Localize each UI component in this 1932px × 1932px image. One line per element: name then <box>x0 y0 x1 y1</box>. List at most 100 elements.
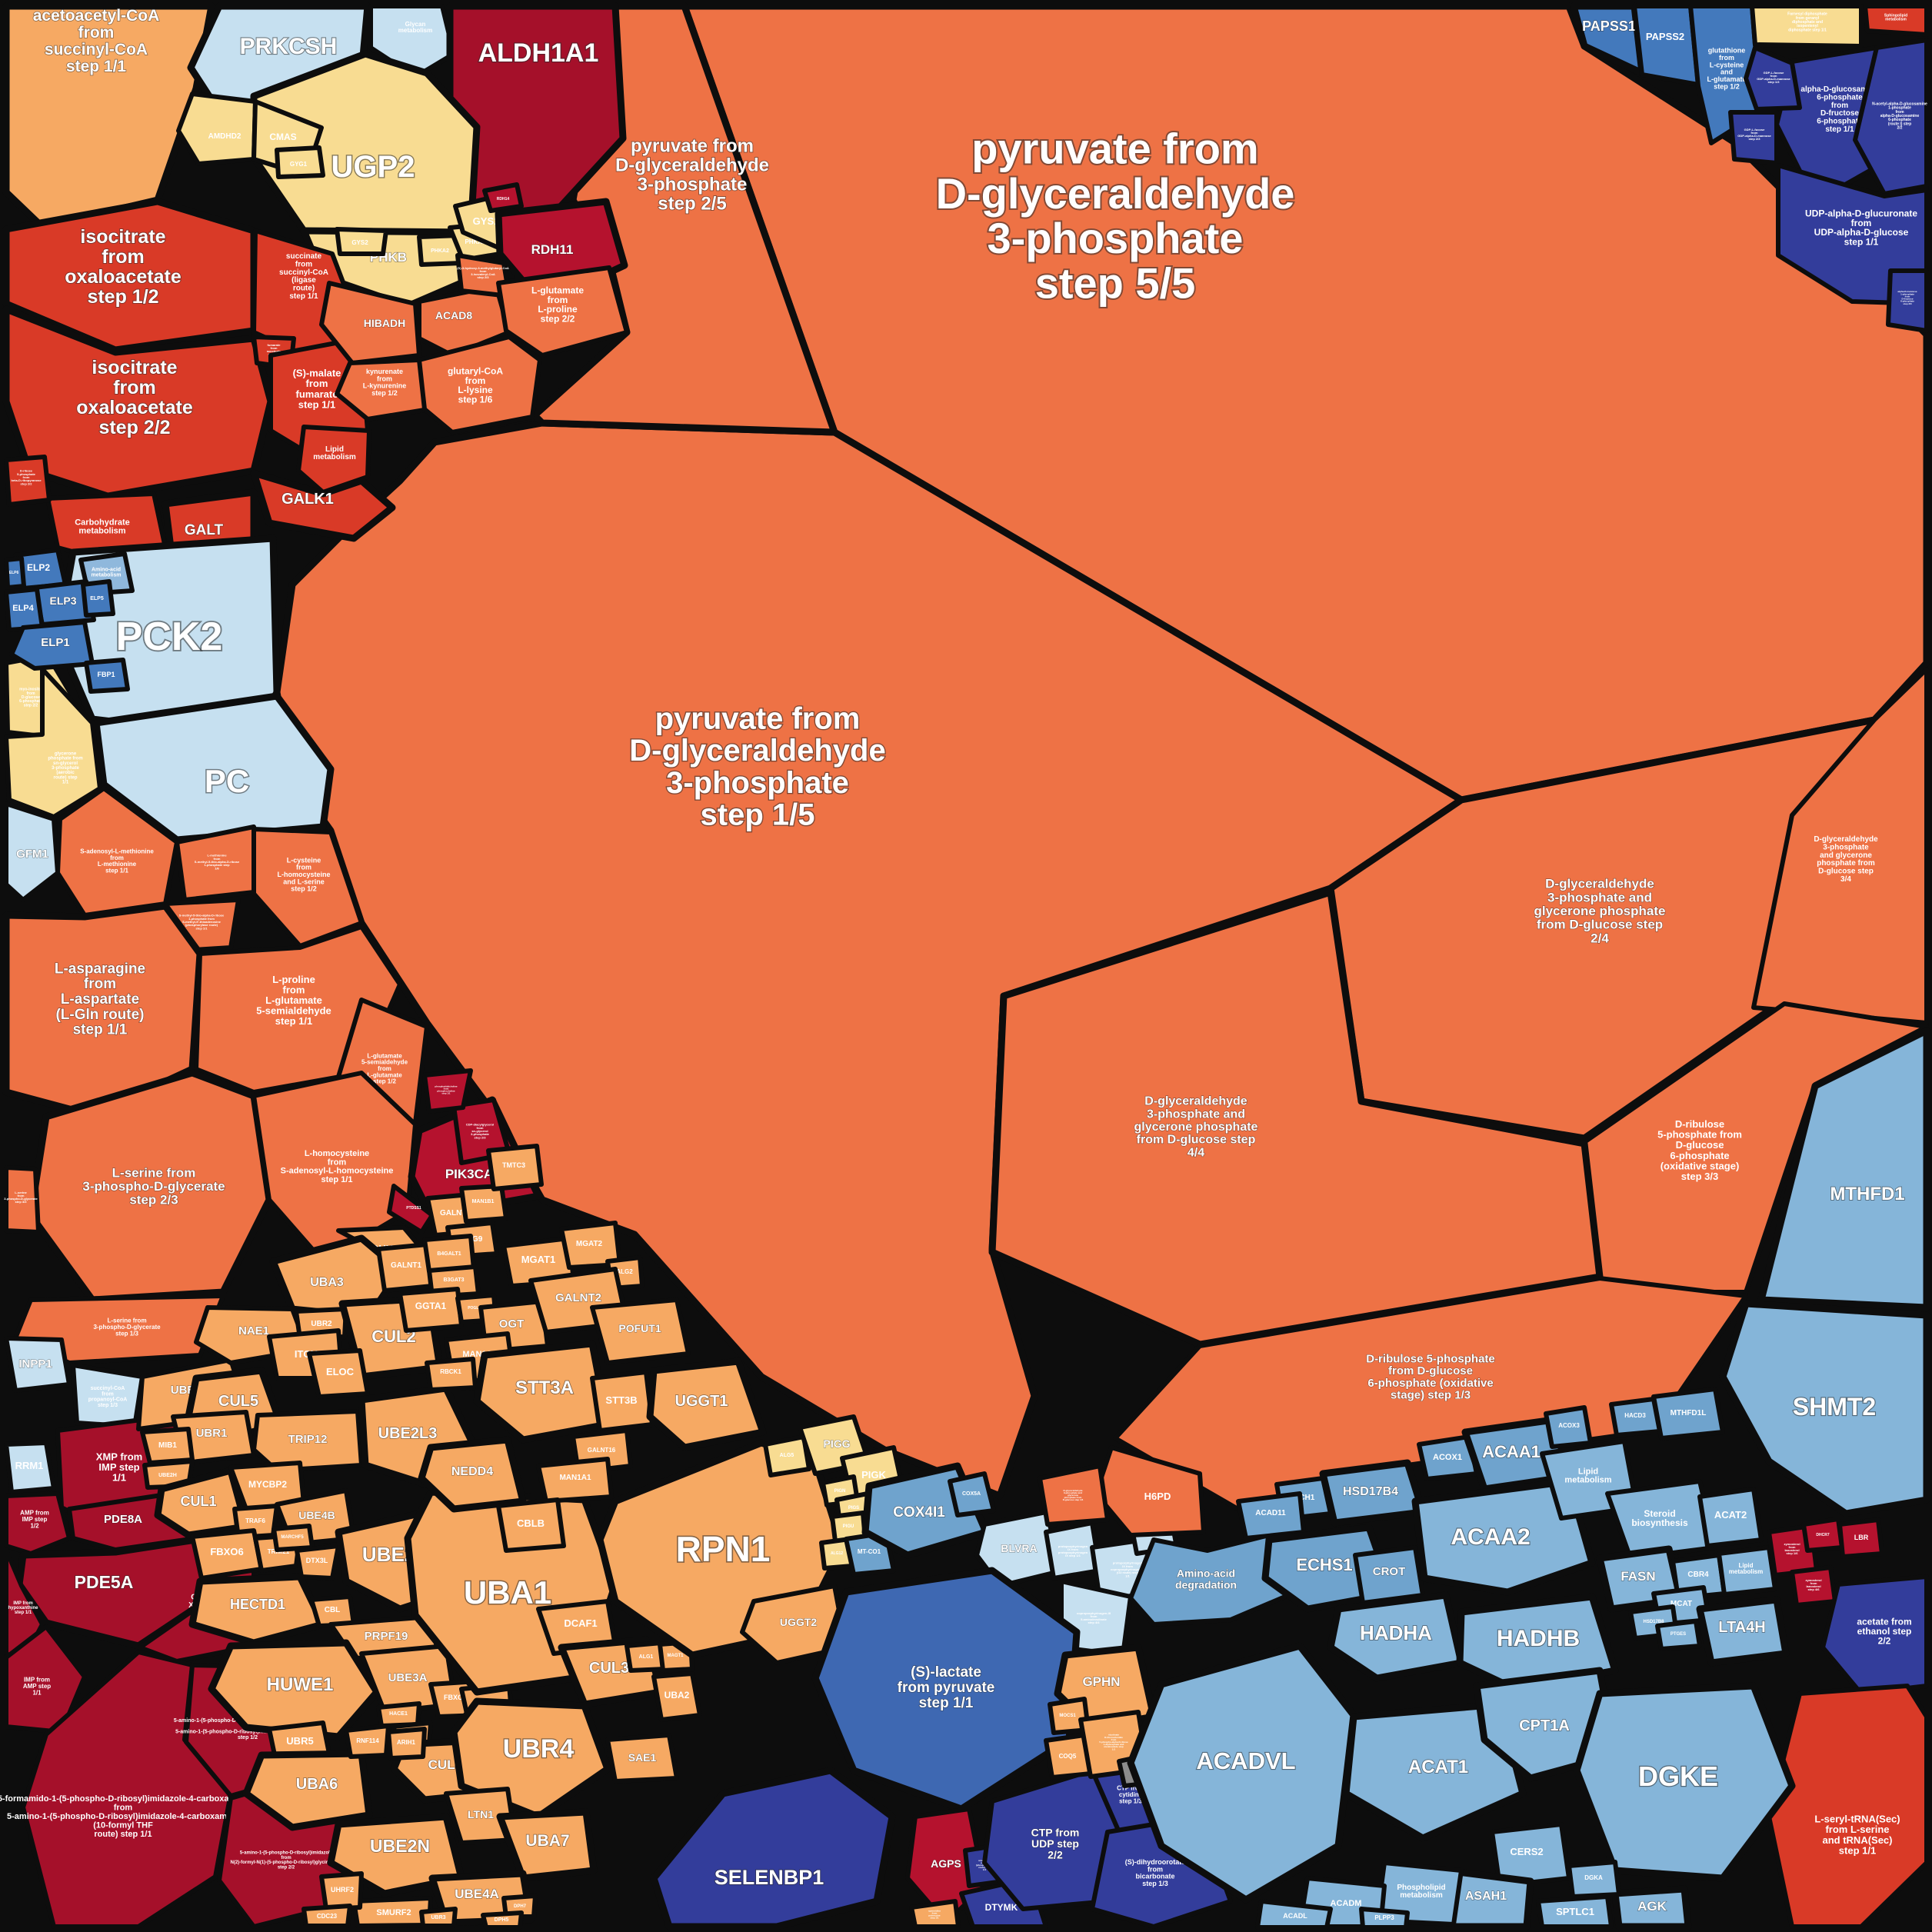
cell-shmt2[interactable] <box>1719 1300 1930 1517</box>
cell-l-serine-from-3-phospho-d-glycerate-step[interactable] <box>4 1165 41 1234</box>
label-gphn: GPHN <box>1082 1674 1120 1689</box>
cell-uba7[interactable] <box>496 1808 598 1882</box>
cell-l-seryl-trna-sec-from-l-serine-and-trna-[interactable] <box>1767 1684 1929 1929</box>
cell-man1a1[interactable] <box>536 1457 614 1504</box>
label-galnt2: GALNT2 <box>555 1291 601 1304</box>
cell-pofut1[interactable] <box>590 1297 691 1365</box>
cell-dgka[interactable] <box>1567 1860 1621 1899</box>
cell-acat2[interactable] <box>1697 1487 1764 1548</box>
cell-elp5[interactable] <box>81 579 115 618</box>
cell-sae1[interactable] <box>605 1733 679 1784</box>
cell-man1b1[interactable] <box>459 1184 508 1224</box>
cell-steroid-biosynthesis[interactable] <box>1605 1479 1717 1561</box>
cell-blvra[interactable] <box>974 1510 1065 1588</box>
cell-l-glutamate-from-l-proline-step-2-2[interactable] <box>496 265 629 358</box>
cell-elp1[interactable] <box>9 620 95 671</box>
cell-cdc23[interactable] <box>301 1904 352 1928</box>
cell-fbp1[interactable] <box>84 658 130 694</box>
cell-pc[interactable] <box>92 692 335 844</box>
cell-rnf114[interactable] <box>344 1724 391 1759</box>
cell-uba3[interactable] <box>269 1234 404 1321</box>
cell-uggt1[interactable] <box>646 1357 767 1451</box>
cell-huwe1[interactable] <box>208 1639 381 1740</box>
cell-gyg1[interactable] <box>275 145 325 179</box>
cell-amdhd2[interactable] <box>176 92 258 166</box>
cell-inpp1[interactable] <box>4 1336 72 1393</box>
cell-alg5[interactable] <box>763 1434 811 1477</box>
cell-acox3[interactable] <box>1544 1405 1593 1449</box>
cell-glycerone-phosphate-from-sn-glycerol-3-p[interactable] <box>4 667 102 819</box>
cell-uba6[interactable] <box>242 1750 373 1831</box>
cell-lta4h[interactable] <box>1696 1596 1790 1667</box>
cell-eloc[interactable] <box>307 1348 370 1399</box>
cell-l-serine-from-3-phospho-d-glycerate-step[interactable] <box>27 1069 273 1304</box>
cell-sphingolipid-metabolism[interactable] <box>1863 4 1929 37</box>
cell-nedd4[interactable] <box>418 1436 527 1513</box>
cell-acaa2[interactable] <box>1411 1477 1596 1596</box>
label-agps: AGPS <box>931 1857 961 1870</box>
cell-cul1[interactable] <box>154 1467 250 1539</box>
cell-ptdss1[interactable] <box>387 1184 435 1234</box>
cell-alpha-d-mannose-1-phosphate-from-d-fruct[interactable] <box>1886 268 1929 333</box>
cell-n-acetyl-alpha-d-glucosamine-1-phosphate[interactable] <box>1853 38 1929 196</box>
label-uba6: UBA6 <box>296 1776 338 1793</box>
cell-gdp-l-fucose-from-gdp-alpha-d-mannose-st[interactable] <box>1728 110 1779 165</box>
cell-rbck1[interactable] <box>425 1357 478 1392</box>
cell-papss2[interactable] <box>1632 4 1700 87</box>
label-cox4i1: COX4I1 <box>893 1504 945 1521</box>
cell-tmtc3[interactable] <box>486 1144 544 1191</box>
cell-arih1[interactable] <box>386 1727 427 1760</box>
cell-elp6[interactable] <box>4 556 26 590</box>
cell-gys2[interactable] <box>335 227 388 256</box>
cell-dtx3l[interactable] <box>295 1544 341 1581</box>
label-coq5: COQ5 <box>1059 1753 1077 1760</box>
cell-ggta1[interactable] <box>398 1287 464 1333</box>
cell-lipid-metabolism[interactable] <box>1717 1545 1777 1597</box>
cell-agk[interactable] <box>1611 1885 1692 1930</box>
cell-glutaryl-coa-from-l-lysine-step-1-6[interactable] <box>417 335 542 435</box>
label-alg12: ALG12 <box>831 1551 843 1556</box>
cell-hadha[interactable] <box>1327 1591 1465 1682</box>
cell-stt3b[interactable] <box>590 1370 655 1433</box>
cell-galk1[interactable] <box>250 469 396 542</box>
cell-farnesyl-diphosphate-from-geranyl-diphos[interactable] <box>1750 4 1864 48</box>
cell-uhrf2[interactable] <box>319 1871 364 1911</box>
cell-ptges[interactable] <box>1655 1619 1702 1651</box>
cell-kynurenate-from-l-kynurenine-step-1-2[interactable] <box>335 358 431 421</box>
cell-phosphatidylcholine-from-phosphocholine-[interactable] <box>422 1068 473 1114</box>
cell-hectd1[interactable] <box>188 1573 327 1647</box>
cell-d-glyceraldehyde-3-phosphate-and-glycero[interactable] <box>988 888 1604 1348</box>
cell-plpp3[interactable] <box>1359 1907 1410 1930</box>
cell-5-formamido-1-5-phospho-d-ribosyl-imidaz[interactable] <box>21 1650 233 1929</box>
cell-cblb[interactable] <box>496 1497 566 1553</box>
cell-mthfd1[interactable] <box>1757 1027 1930 1311</box>
cell-rrm1[interactable] <box>4 1441 56 1494</box>
cell-d-ribose-5-phosphate-from-beta-d-ribopyr[interactable] <box>4 455 52 507</box>
cell-amp-from-imp-step-1-2[interactable] <box>4 1491 72 1556</box>
cell-gdp-l-fucose-from-gdp-alpha-d-mannose-st[interactable] <box>1744 45 1802 112</box>
cell-l-serine-from-3-phospho-d-glycerate-step[interactable] <box>13 1294 225 1365</box>
cell-gfm1[interactable] <box>4 801 60 902</box>
cell-acadl[interactable] <box>1255 1899 1333 1930</box>
cell-uggt2[interactable] <box>740 1584 848 1665</box>
cell-lbr[interactable] <box>1837 1517 1884 1559</box>
cell-ubr3[interactable] <box>419 1907 458 1928</box>
cell-dgke[interactable] <box>1573 1682 1796 1882</box>
cell-cox5a[interactable] <box>948 1471 996 1517</box>
cell-d-glyceraldehyde-3-phosphate-and-glycero[interactable] <box>1038 1464 1110 1527</box>
cell-selenbp1[interactable] <box>650 1767 896 1930</box>
cell-mthfd1l[interactable] <box>1651 1387 1725 1441</box>
cell-acadvl[interactable] <box>1127 1642 1357 1904</box>
cell-dph5[interactable] <box>481 1910 524 1930</box>
cell-acat1[interactable] <box>1342 1700 1527 1842</box>
cell-rdh14[interactable] <box>482 182 524 213</box>
cell-s-lactate-from-pyruvate-step-1-1[interactable] <box>811 1567 1081 1813</box>
cell-stt3a[interactable] <box>473 1340 611 1444</box>
cell-l-cysteine-from-l-homocysteine-and-l-ser[interactable] <box>251 827 364 948</box>
cell-uba2[interactable] <box>651 1671 702 1722</box>
label-uggt2: UGGT2 <box>780 1616 817 1628</box>
cell-spermidine-from-putrescine-step-1-1[interactable] <box>909 1899 961 1929</box>
cell-trip12[interactable] <box>251 1409 364 1473</box>
cell-imp-from-amp-step-1-1[interactable] <box>4 1624 87 1734</box>
